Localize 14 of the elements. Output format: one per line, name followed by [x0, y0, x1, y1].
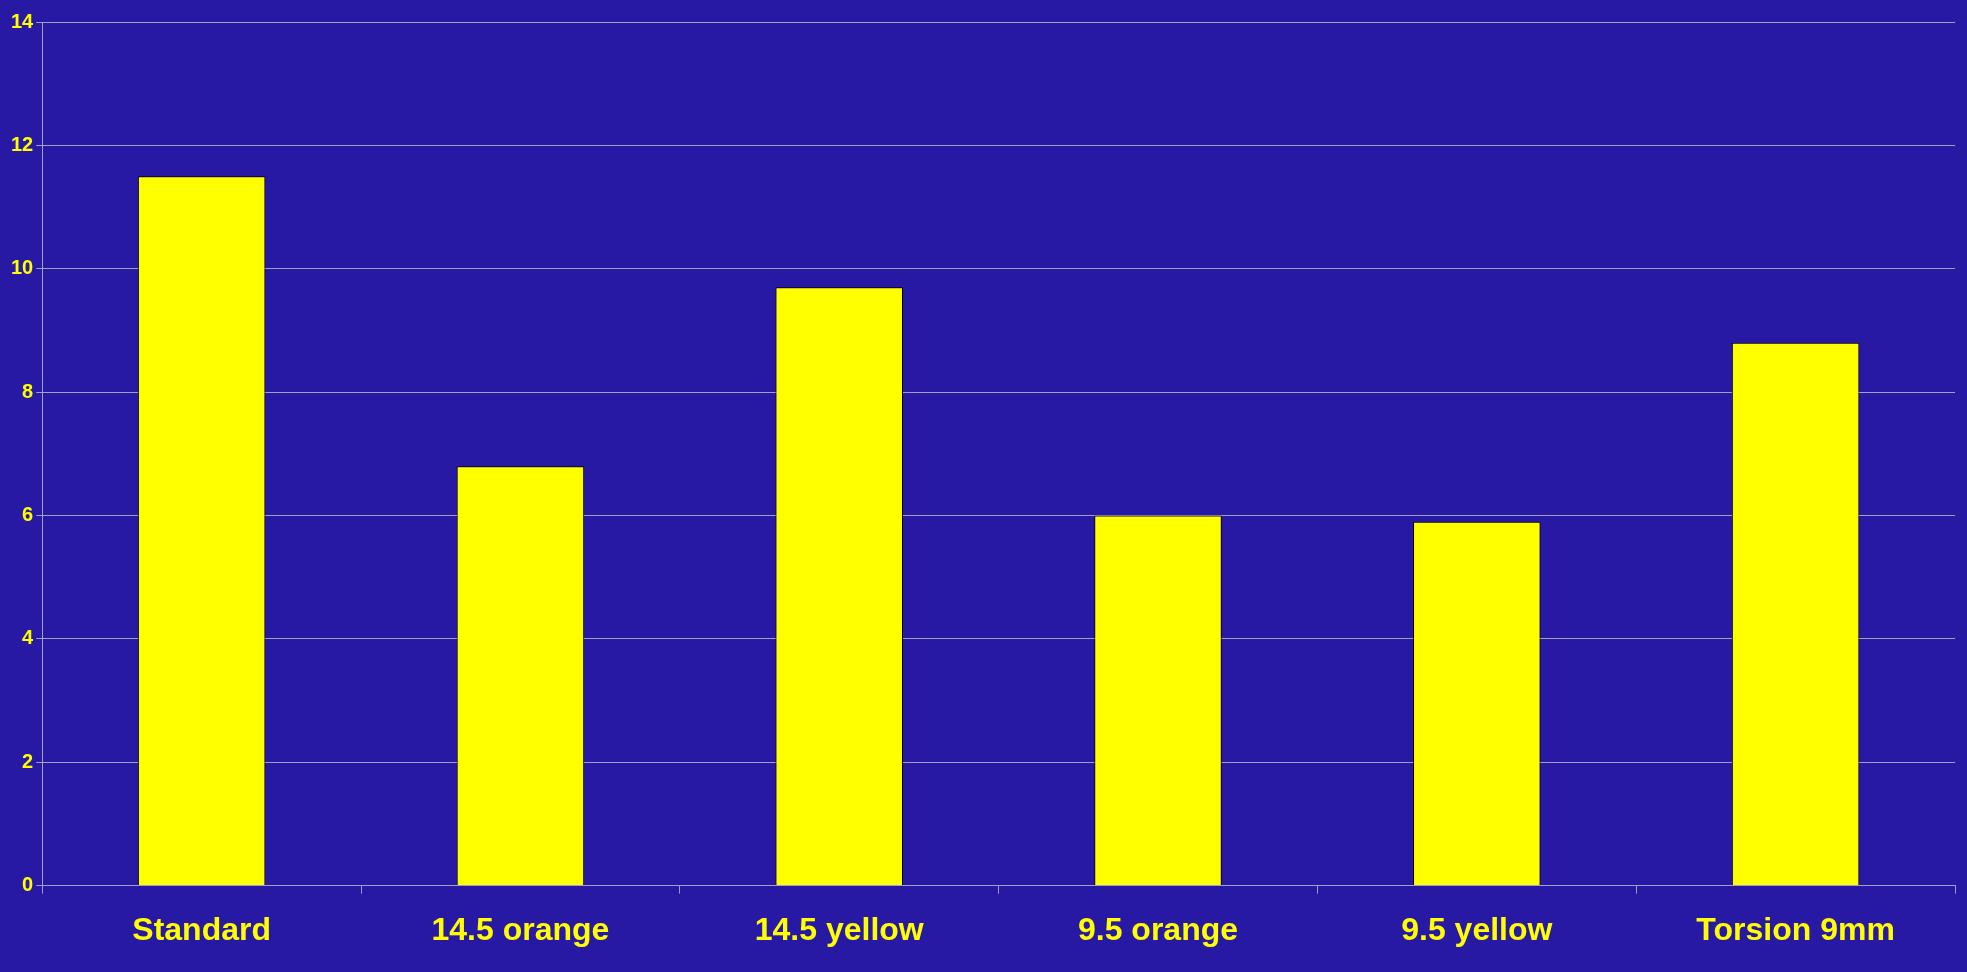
x-tick-label: 14.5 yellow [754, 910, 924, 947]
y-tick-label: 8 [22, 379, 34, 402]
x-tick-label: 9.5 yellow [1401, 910, 1553, 947]
y-tick-label: 2 [22, 749, 34, 772]
x-tick-label: Torsion 9mm [1696, 910, 1895, 947]
y-tick-label: 6 [22, 503, 34, 525]
x-tick-label: 9.5 orange [1077, 910, 1239, 947]
x-tick-label: 14.5 orange [431, 910, 610, 947]
y-tick-label: 12 [11, 132, 34, 155]
y-tick-label: 14 [11, 9, 35, 32]
y-tick-label: 0 [22, 873, 34, 896]
x-tick-label: Standard [132, 910, 271, 947]
y-tick-label: 10 [11, 256, 34, 279]
y-tick-label: 4 [22, 626, 35, 649]
